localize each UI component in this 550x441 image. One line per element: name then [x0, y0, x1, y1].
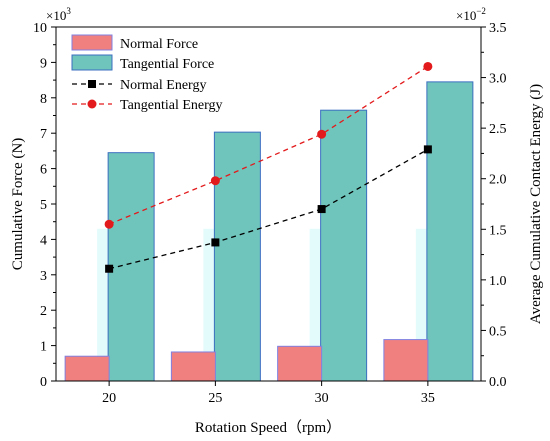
- right-tick-label: 2.5: [489, 122, 507, 137]
- legend-swatch: [71, 54, 113, 71]
- left-tick-label: 7: [40, 127, 47, 142]
- tangential-force-bar: [107, 152, 155, 382]
- right-scale-multiplier: ×10−2: [456, 6, 486, 23]
- left-tick-label: 8: [40, 92, 47, 107]
- legend-marker: [88, 80, 96, 88]
- tangential-energy-point: [210, 176, 220, 186]
- left-tick-label: 4: [40, 233, 47, 248]
- x-tick-label: 25: [208, 391, 222, 406]
- tangential-force-bar: [213, 131, 261, 382]
- legend-label: Tangential Energy: [120, 98, 223, 113]
- left-scale-multiplier: ×103: [46, 6, 71, 23]
- y-axis-right-label: Average Cumulative Contact Energy (J): [528, 84, 544, 324]
- right-tick-label: 3.5: [489, 21, 507, 36]
- left-tick-label: 1: [40, 340, 47, 355]
- normal-energy-point: [105, 264, 114, 273]
- right-tick-label: 0.5: [489, 324, 507, 339]
- right-tick-label: 0.0: [489, 375, 507, 390]
- legend-label: Tangential Force: [120, 57, 214, 72]
- right-tick-label: 1.5: [489, 223, 507, 238]
- tangential-energy-point: [423, 61, 433, 71]
- axes-layer: 0 1 2 3 4 5 6 7 8 9 10 0.0 0.5 1.0 1.5 2.0 2.5 3.0 3.5 20 25…: [33, 21, 507, 406]
- legend-label: Normal Energy: [120, 78, 206, 93]
- left-tick-label: 6: [40, 163, 47, 178]
- tangential-force-bar: [320, 109, 368, 382]
- tangential-energy-line: [108, 65, 429, 225]
- left-tick-label: 10: [33, 21, 47, 36]
- tangential-force-bar: [426, 81, 474, 382]
- legend-label: Normal Force: [120, 37, 198, 52]
- lines-layer: [104, 61, 433, 273]
- normal-force-bar: [64, 355, 110, 382]
- normal-force-bar: [277, 345, 323, 382]
- x-tick-label: 35: [421, 391, 435, 406]
- y-axis-left-label: Cumulative Force (N): [10, 138, 26, 270]
- left-tick-label: 3: [40, 269, 47, 284]
- x-tick-label: 30: [315, 391, 329, 406]
- left-multiplier-base: ×10: [46, 8, 66, 23]
- right-multiplier-exponent: −2: [476, 6, 486, 16]
- right-tick-label: 3.0: [489, 72, 507, 87]
- left-tick-label: 5: [40, 198, 47, 213]
- normal-force-bar: [383, 339, 429, 382]
- tangential-energy-point: [317, 129, 327, 139]
- normal-energy-line: [108, 148, 429, 270]
- legend-swatch: [71, 34, 113, 51]
- normal-energy-point: [423, 145, 432, 154]
- legend-marker: [87, 99, 97, 109]
- right-tick-label: 1.0: [489, 274, 507, 289]
- tangential-energy-point: [104, 219, 114, 229]
- right-multiplier-base: ×10: [456, 8, 476, 23]
- left-multiplier-exponent: 3: [66, 6, 71, 16]
- normal-force-bar: [170, 351, 216, 382]
- normal-energy-point: [211, 238, 220, 247]
- legend: Normal Force Tangential Force Normal Energ…: [71, 34, 223, 113]
- x-tick-label: 20: [102, 391, 116, 406]
- bars-layer: [64, 81, 474, 382]
- x-axis-label: Rotation Speed（rpm）: [195, 419, 341, 436]
- left-tick-label: 0: [40, 375, 47, 390]
- right-tick-label: 2.0: [489, 173, 507, 188]
- normal-energy-point: [317, 205, 326, 214]
- left-tick-label: 2: [40, 304, 47, 319]
- left-tick-label: 9: [40, 56, 47, 71]
